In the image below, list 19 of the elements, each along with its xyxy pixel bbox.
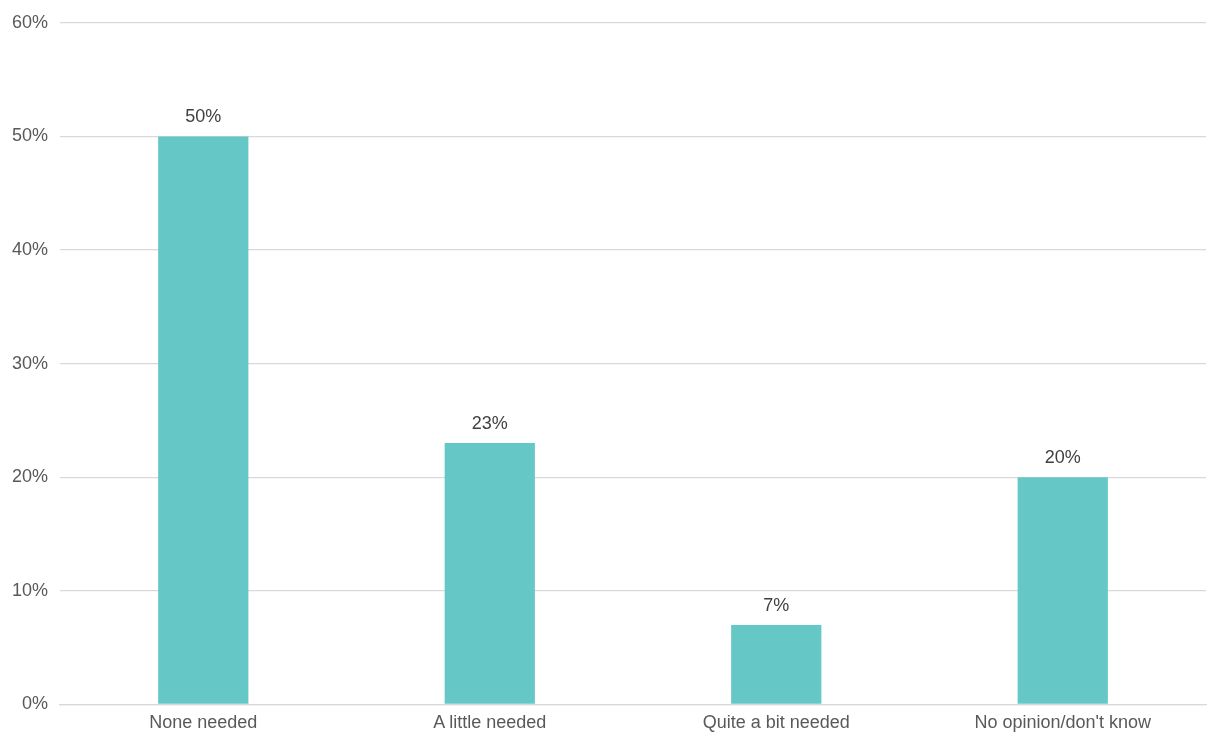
y-tick-label: 40% xyxy=(12,238,49,259)
x-tick-label: Quite a bit needed xyxy=(702,712,850,733)
data-label: 7% xyxy=(763,594,790,615)
bar xyxy=(158,136,249,704)
y-tick-label: 60% xyxy=(12,11,49,32)
bar xyxy=(1017,477,1108,704)
bar xyxy=(444,443,535,704)
y-tick-label: 30% xyxy=(12,352,49,373)
y-tick-label: 10% xyxy=(12,579,49,600)
data-label: 50% xyxy=(185,106,222,127)
x-tick-label: No opinion/don't know xyxy=(974,712,1153,733)
y-tick-label: 50% xyxy=(12,125,49,146)
x-tick-label: A little needed xyxy=(433,712,547,733)
y-tick-label: 20% xyxy=(12,466,49,487)
data-label: 20% xyxy=(1044,447,1081,468)
data-label: 23% xyxy=(471,413,508,434)
bar xyxy=(731,624,822,704)
x-tick-label: None needed xyxy=(149,712,258,733)
y-tick-label: 0% xyxy=(22,693,49,714)
